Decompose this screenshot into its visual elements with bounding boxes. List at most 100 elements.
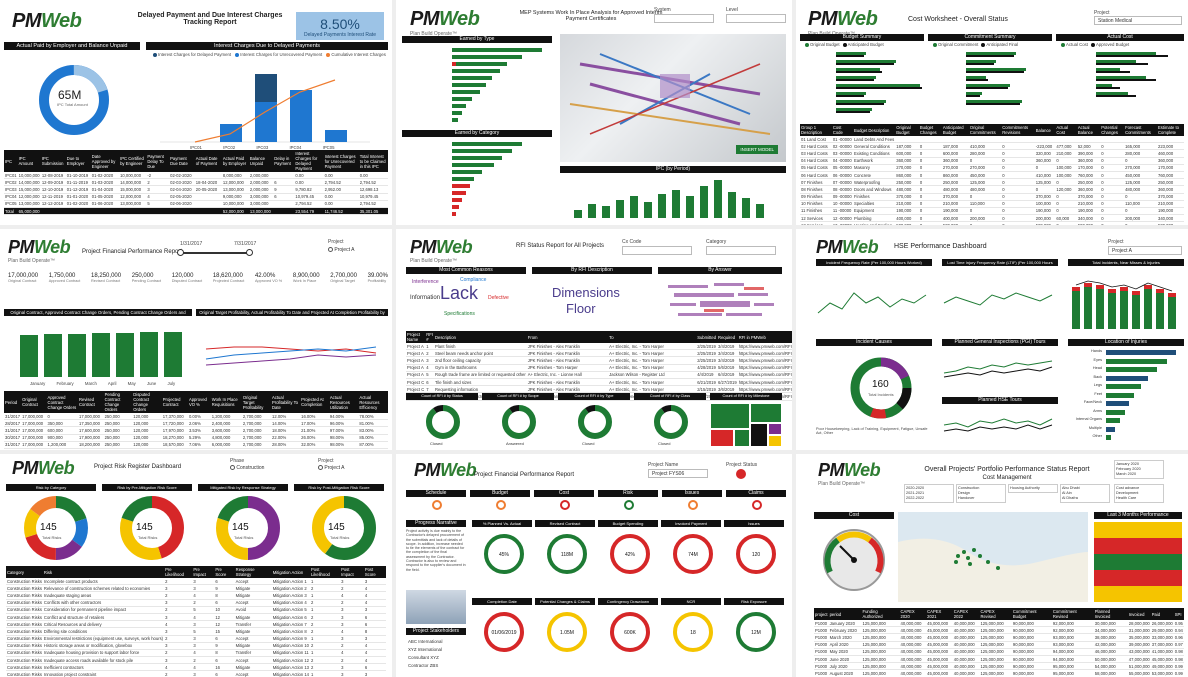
- column-header[interactable]: Balance: [1034, 124, 1056, 136]
- slicer-option[interactable]: Development: [1116, 491, 1139, 495]
- column-header[interactable]: Actual Date of Payment: [194, 150, 222, 172]
- table-row[interactable]: 05 Hard Costs 05 -00000 Masonry 270,000 0 270…: [800, 164, 1184, 172]
- table-row[interactable]: Project A 3 2nd floor ceiling capacity JPK …: [406, 356, 792, 365]
- cx-code-slicer[interactable]: [622, 246, 692, 255]
- filter-slicer[interactable]: Housing Authority: [1008, 484, 1058, 493]
- column-header[interactable]: Actual Paid by Employer: [221, 150, 249, 172]
- project-slicer[interactable]: Project A: [1108, 246, 1182, 255]
- slicer-option[interactable]: March 2020: [1116, 472, 1137, 476]
- column-header[interactable]: Balance Unpaid: [248, 150, 274, 172]
- column-header[interactable]: Revised Contract: [77, 391, 104, 413]
- column-header[interactable]: Actual Cost: [1055, 124, 1077, 136]
- column-header[interactable]: Post Score: [363, 566, 386, 578]
- table-row[interactable]: 01 Land Cost 01 -00000 Land Debts And Fees: [800, 136, 1184, 144]
- table-row[interactable]: Construction Risks Consideration for perm…: [6, 606, 386, 614]
- column-header[interactable]: IPC Certified by Engineer: [119, 150, 147, 172]
- slider-handle-start[interactable]: [177, 249, 184, 256]
- table-row[interactable]: 11 Finishes 11 -00000 Equipment 190,000 0 190…: [800, 207, 1184, 216]
- column-header[interactable]: Original Budget: [895, 124, 919, 136]
- column-header[interactable]: Forecast Commitments: [1124, 124, 1158, 136]
- column-header[interactable]: CAPEX 2020: [899, 608, 927, 620]
- column-header[interactable]: Required: [717, 331, 738, 343]
- table-row[interactable]: 31/2017 17,000,000 1,200,000 18,200,000 250,…: [4, 441, 388, 449]
- table-row[interactable]: 13 Services13 -00000Heating and Cooling5…: [800, 221, 1184, 225]
- table-row[interactable]: Construction Risks Relevance of construct…: [6, 584, 386, 593]
- project-map[interactable]: [898, 512, 1088, 602]
- column-header[interactable]: To: [608, 331, 697, 343]
- table-row[interactable]: 03 Hard Costs 03 -00000 Existing Condition…: [800, 149, 1184, 158]
- column-header[interactable]: Planned Invoiced: [1093, 608, 1128, 620]
- system-slicer[interactable]: [654, 14, 714, 23]
- slicer-option[interactable]: 2020-2020: [906, 486, 925, 490]
- slicer-option[interactable]: Handover: [958, 496, 975, 500]
- table-row[interactable]: P1000 August 2020 125,000,000 40,000,000 45,…: [814, 669, 1184, 677]
- project-name-slicer[interactable]: Project FYS06: [648, 469, 708, 478]
- table-row[interactable]: Project A 5 Rough trade frame are limited …: [406, 371, 792, 379]
- table-row[interactable]: 12 Services 12 -00000 Plumbing 400,000 0 400,…: [800, 214, 1184, 223]
- table-row[interactable]: Construction Risks Inefficient contractor…: [6, 663, 386, 672]
- insert-model-badge[interactable]: INSERT MODEL: [736, 145, 778, 154]
- column-header[interactable]: Projected Contract: [161, 391, 188, 413]
- table-row[interactable]: IPC01 10,000,000 12-08-2019 01-10-2019 01-02…: [4, 172, 388, 180]
- slicer-option[interactable]: February 2020: [1116, 467, 1141, 471]
- column-header[interactable]: Risk: [42, 566, 165, 578]
- column-header[interactable]: Pre Score: [214, 566, 235, 578]
- column-header[interactable]: Mitigation Action: [271, 566, 311, 578]
- table-row[interactable]: Project C 7 Requesting information JPK Fini…: [406, 385, 792, 394]
- table-row[interactable]: 09 Finishes 09 -00000 Finishes 370,000 0 370,…: [800, 193, 1184, 201]
- column-header[interactable]: Payment Due Date: [169, 150, 195, 172]
- column-header[interactable]: Cost Code: [831, 124, 853, 136]
- column-header[interactable]: Response Strategy: [234, 566, 272, 578]
- table-row[interactable]: Construction Risks Inadequate staging are…: [6, 591, 386, 600]
- column-header[interactable]: Due to Employer: [65, 150, 91, 172]
- column-header[interactable]: Post Impact: [340, 566, 364, 578]
- table-row[interactable]: Construction Risks Differing site conditi…: [6, 627, 386, 636]
- table-row[interactable]: Project A 2 Steel beam needs anchor point J…: [406, 349, 792, 358]
- table-row[interactable]: 31/2017 17,000,000 600,000 17,600,000 250,00…: [4, 426, 388, 435]
- column-header[interactable]: Anticipated Budget: [941, 124, 969, 136]
- column-header[interactable]: Pre Likelihood: [164, 566, 193, 578]
- slicer-option[interactable]: Abu Dhabi: [1062, 486, 1080, 490]
- table-row[interactable]: IPC02 14,000,000 12-09-2019 01-11-2019 01-03…: [4, 178, 388, 187]
- table-row[interactable]: 02 Hard Costs 02 -00000 General Conditions…: [800, 142, 1184, 151]
- column-header[interactable]: IPC Amount: [17, 150, 41, 172]
- column-header[interactable]: Commitment Budget: [1011, 608, 1052, 620]
- column-header[interactable]: Delay in Payment: [273, 150, 295, 172]
- project-radio[interactable]: Project A: [328, 247, 354, 253]
- column-header[interactable]: Interest Charges for Unrecovered Payment: [323, 150, 359, 172]
- column-header[interactable]: Actual Balance: [1076, 124, 1101, 136]
- column-header[interactable]: Description: [433, 331, 527, 343]
- column-header[interactable]: Budget Description: [852, 124, 896, 136]
- column-header[interactable]: Post Likelihood: [310, 566, 341, 578]
- table-row[interactable]: P1000 April 2020 125,000,000 40,000,000 45,0…: [814, 641, 1184, 649]
- table-row[interactable]: 30/201717,000,0001,500,00018,500,000250,…: [4, 448, 388, 450]
- column-header[interactable]: Estimate to Complete: [1157, 124, 1184, 136]
- column-header[interactable]: From: [526, 331, 609, 343]
- table-row[interactable]: Construction Risks Historic storage areas…: [6, 642, 386, 650]
- table-row[interactable]: P1000 March 2020 125,000,000 40,000,000 45,0…: [814, 633, 1184, 642]
- column-header[interactable]: Original Target Profitability: [241, 391, 271, 413]
- slicer-option[interactable]: Design: [958, 491, 970, 495]
- filter-slicer[interactable]: Construction Design Handover: [956, 484, 1006, 503]
- filter-slicer[interactable]: January 2020 February 2020 March 2020: [1114, 460, 1164, 479]
- category-slicer[interactable]: [706, 246, 776, 255]
- column-header[interactable]: Pre Impact: [192, 566, 215, 578]
- column-header[interactable]: Potential Changes: [1100, 124, 1125, 136]
- column-header[interactable]: Pending Contract Change Orders: [103, 391, 133, 413]
- column-header[interactable]: Interest Charges for Delayed Payment: [294, 150, 324, 172]
- column-header[interactable]: Group 1 Description: [800, 124, 832, 136]
- slicer-option[interactable]: Al Dhafra: [1062, 496, 1078, 500]
- column-header[interactable]: Original Commitments: [968, 124, 1002, 136]
- column-header[interactable]: Payment Delay To Due: [146, 150, 170, 172]
- table-row[interactable]: Project A 1 Plant finish JPK Finishes - Ale…: [406, 343, 792, 351]
- table-row[interactable]: P1000 May 2020 125,000,000 40,000,000 45,000…: [814, 648, 1184, 656]
- slider-handle-end[interactable]: [246, 249, 253, 256]
- date-range-slider[interactable]: [177, 249, 253, 256]
- project-radio[interactable]: Project A: [318, 465, 344, 471]
- level-slicer[interactable]: [726, 14, 786, 23]
- table-row[interactable]: IPC04 12,000,000 12-11-2019 01-01-2020 01-05…: [4, 193, 388, 201]
- table-row[interactable]: 06 Hard Costs 06 -00000 Concrete 860,000 0 86…: [800, 171, 1184, 180]
- column-header[interactable]: IPC Submission: [40, 150, 66, 172]
- table-row[interactable]: 31/2017 17,000,000 0 17,000,000 250,000 120,0…: [4, 413, 388, 421]
- slicer-option[interactable]: Al Ain: [1062, 491, 1072, 495]
